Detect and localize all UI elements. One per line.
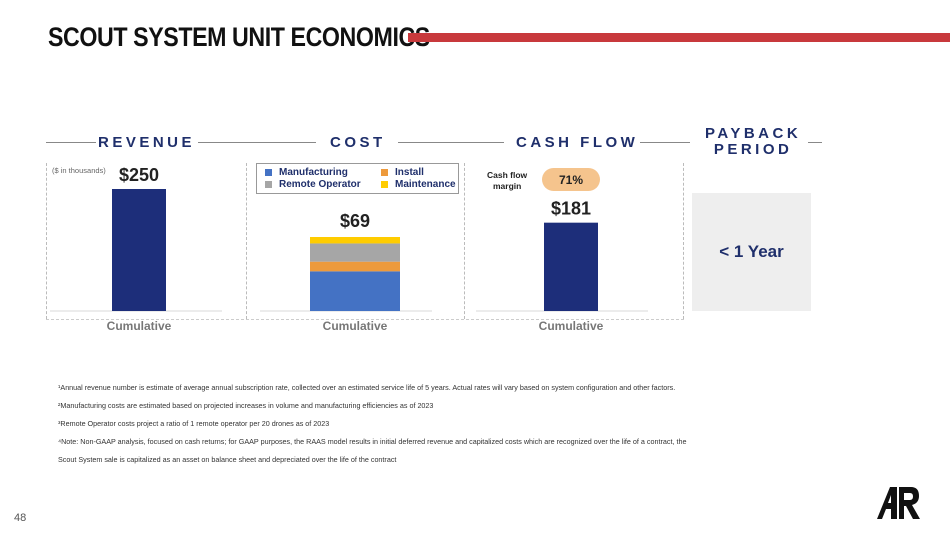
legend-swatch-manufacturing bbox=[265, 169, 272, 176]
legend-swatch-remote-operator bbox=[265, 181, 272, 188]
legend-swatch-install bbox=[381, 169, 388, 176]
data-label-cash-flow: $181 bbox=[551, 199, 591, 219]
panel-divider bbox=[683, 163, 684, 319]
payback-value: < 1 Year bbox=[719, 242, 784, 261]
legend-label: Remote Operator bbox=[279, 179, 361, 190]
cost-legend: Manufacturing Install Remote Operator Ma… bbox=[256, 163, 459, 194]
bar-segment-maintenance bbox=[310, 237, 400, 244]
x-tick-label: Cumulative bbox=[107, 319, 172, 333]
header-rule bbox=[640, 142, 690, 143]
footnote-3: ³Remote Operator costs project a ratio o… bbox=[58, 419, 330, 428]
panel-divider bbox=[246, 163, 247, 319]
legend-item-manufacturing: Manufacturing bbox=[265, 167, 348, 178]
section-payback-line1: PAYBACK bbox=[705, 125, 802, 142]
payback-value-box: < 1 Year bbox=[692, 193, 811, 311]
bar-segment-manufacturing bbox=[310, 271, 400, 311]
legend-item-maintenance: Maintenance bbox=[381, 179, 456, 190]
footnote-2: ²Manufacturing costs are estimated based… bbox=[58, 401, 434, 410]
cash-flow-margin-label-line2: margin bbox=[493, 181, 522, 191]
units-note: ($ in thousands) bbox=[52, 166, 106, 175]
section-cost: COST bbox=[330, 134, 386, 151]
cash-flow-margin-badge: 71% bbox=[542, 168, 600, 191]
legend-label: Maintenance bbox=[395, 179, 456, 190]
cash-flow-margin-label-line1: Cash flow bbox=[487, 170, 528, 180]
section-revenue: REVENUE bbox=[98, 134, 196, 151]
footnotes: ¹Annual revenue number is estimate of av… bbox=[58, 379, 686, 469]
bar-segment-remote-operator bbox=[310, 243, 400, 262]
bar-cash-flow bbox=[544, 222, 598, 311]
legend-item-install: Install bbox=[381, 167, 424, 178]
legend-label: Manufacturing bbox=[279, 167, 348, 178]
header-rule bbox=[808, 142, 822, 143]
legend-swatch-maintenance bbox=[381, 181, 388, 188]
title-accent-bar bbox=[408, 33, 950, 42]
page-number: 48 bbox=[14, 512, 27, 524]
data-label-revenue: $250 bbox=[119, 165, 159, 185]
header-rule bbox=[398, 142, 504, 143]
data-label-cost: $69 bbox=[340, 211, 370, 231]
legend-item-remote-operator: Remote Operator bbox=[265, 179, 361, 190]
header-rule bbox=[46, 142, 96, 143]
panel-divider bbox=[46, 163, 47, 319]
x-tick-label: Cumulative bbox=[539, 319, 604, 333]
panel-divider bbox=[464, 163, 465, 319]
legend-label: Install bbox=[395, 167, 424, 178]
company-logo bbox=[877, 487, 920, 519]
header-rule bbox=[198, 142, 316, 143]
footnote-4: ⁴Note: Non-GAAP analysis, focused on cas… bbox=[58, 437, 687, 446]
x-tick-label: Cumulative bbox=[323, 319, 388, 333]
bar-segment-install bbox=[310, 261, 400, 272]
section-cash-flow: CASH FLOW bbox=[516, 134, 639, 151]
bar-revenue bbox=[112, 189, 166, 311]
footnote-5: Scout System sale is capitalized as an a… bbox=[58, 455, 397, 464]
section-payback-line2: PERIOD bbox=[713, 141, 793, 158]
panel-bottom-divider bbox=[46, 319, 684, 320]
page-title: SCOUT SYSTEM UNIT ECONOMICS bbox=[48, 22, 430, 52]
cash-flow-margin-label: Cash flow margin bbox=[487, 170, 527, 192]
footnote-1: ¹Annual revenue number is estimate of av… bbox=[58, 383, 676, 392]
section-payback: PAYBACK PERIOD bbox=[705, 126, 801, 158]
